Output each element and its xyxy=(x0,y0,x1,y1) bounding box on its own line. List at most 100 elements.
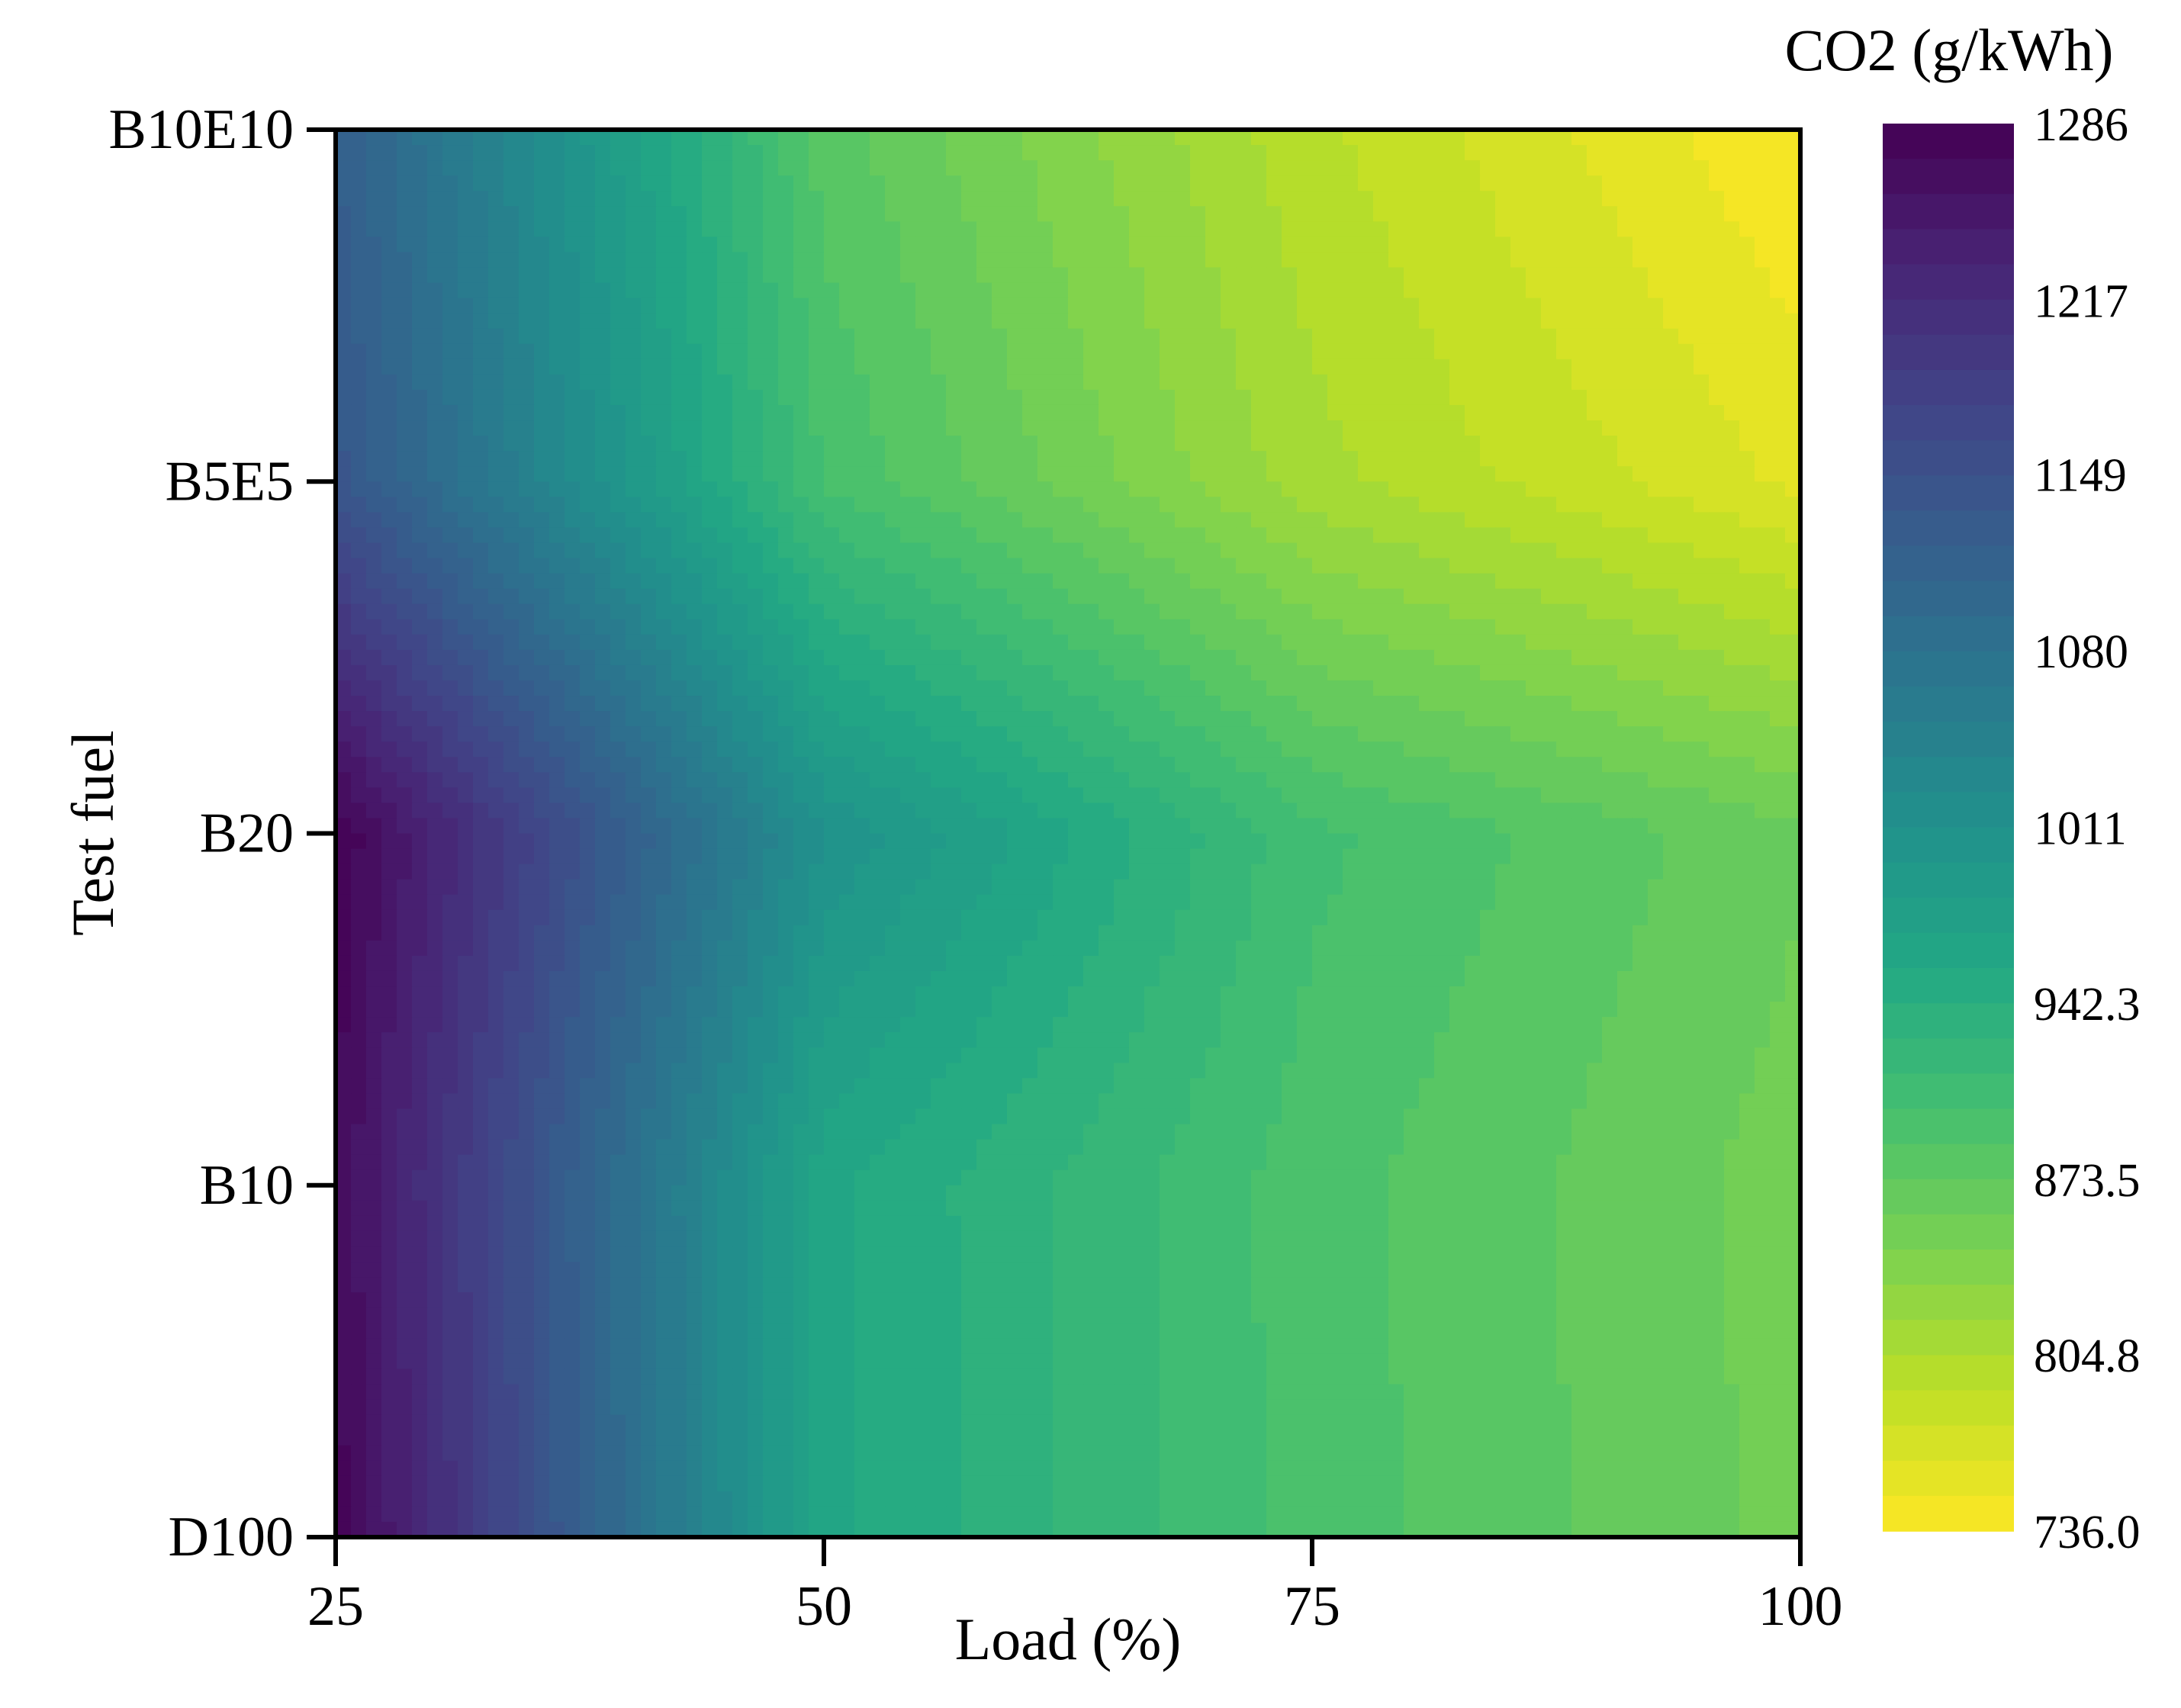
contour-cell xyxy=(1755,374,1771,391)
contour-cell xyxy=(1053,803,1069,819)
contour-cell xyxy=(915,619,931,635)
contour-cell xyxy=(580,282,596,299)
contour-cell xyxy=(1663,282,1679,299)
contour-cell xyxy=(1297,389,1313,406)
contour-cell xyxy=(626,664,642,681)
contour-cell xyxy=(1358,664,1374,681)
contour-cell xyxy=(1190,634,1206,651)
contour-cell xyxy=(381,664,397,681)
contour-cell xyxy=(778,313,794,330)
contour-cell xyxy=(336,711,352,727)
contour-cell xyxy=(412,145,428,161)
contour-cell xyxy=(1388,512,1404,529)
contour-cell xyxy=(1495,741,1511,758)
contour-cell xyxy=(961,573,977,590)
contour-cell xyxy=(900,909,916,926)
contour-cell xyxy=(1633,236,1649,253)
contour-cell xyxy=(503,726,520,742)
contour-cell xyxy=(1739,864,1755,880)
contour-cell xyxy=(1373,542,1389,559)
contour-cell xyxy=(503,818,520,835)
contour-cell xyxy=(1358,573,1374,590)
contour-cell xyxy=(1221,848,1237,865)
contour-cell xyxy=(1678,909,1694,926)
contour-cell xyxy=(961,909,977,926)
contour-cell xyxy=(1343,573,1359,590)
contour-cell xyxy=(458,512,474,529)
contour-cell xyxy=(1709,343,1725,360)
contour-cell xyxy=(900,787,916,804)
contour-cell xyxy=(1053,130,1069,146)
contour-cell xyxy=(473,619,489,635)
contour-cell xyxy=(1449,711,1465,727)
contour-cell xyxy=(366,451,382,467)
contour-cell xyxy=(854,389,870,406)
contour-cell xyxy=(1449,833,1465,850)
contour-cell xyxy=(1602,787,1618,804)
contour-cell xyxy=(397,833,413,850)
contour-cell xyxy=(992,848,1008,865)
contour-cell xyxy=(1648,236,1664,253)
contour-cell xyxy=(1556,436,1572,452)
contour-cell xyxy=(1175,404,1191,421)
contour-cell xyxy=(1007,160,1023,176)
contour-cell xyxy=(1541,879,1557,896)
contour-cell xyxy=(366,803,382,819)
contour-cell xyxy=(549,374,565,391)
contour-cell xyxy=(519,818,535,835)
contour-cell xyxy=(1724,696,1740,712)
contour-cell xyxy=(1663,436,1679,452)
contour-cell xyxy=(1282,680,1298,696)
contour-cell xyxy=(1297,542,1313,559)
contour-cell xyxy=(1037,298,1054,314)
contour-cell xyxy=(1419,818,1435,835)
contour-cell xyxy=(336,298,352,314)
contour-cell xyxy=(1053,389,1069,406)
contour-cell xyxy=(1282,252,1298,269)
contour-cell xyxy=(854,420,870,436)
contour-cell xyxy=(809,328,825,345)
contour-cell xyxy=(717,909,733,926)
contour-cell xyxy=(366,282,382,299)
contour-cell xyxy=(1282,558,1298,574)
contour-cell xyxy=(1251,298,1267,314)
contour-cell xyxy=(870,833,886,850)
contour-cell xyxy=(931,649,947,666)
contour-cell xyxy=(1785,542,1801,559)
contour-cell xyxy=(793,833,809,850)
contour-cell xyxy=(1434,374,1450,391)
contour-cell xyxy=(931,436,947,452)
contour-cell xyxy=(1388,404,1404,421)
contour-cell xyxy=(763,481,779,498)
contour-cell xyxy=(1602,818,1618,835)
contour-cell xyxy=(1053,787,1069,804)
contour-cell xyxy=(1526,757,1542,774)
contour-cell xyxy=(1083,818,1099,835)
contour-cell xyxy=(1633,420,1649,436)
contour-cell xyxy=(534,145,550,161)
contour-cell xyxy=(1251,649,1267,666)
contour-cell xyxy=(748,527,764,544)
contour-cell xyxy=(1099,252,1115,269)
contour-cell xyxy=(763,711,779,727)
contour-cell xyxy=(412,833,428,850)
contour-cell xyxy=(1205,389,1221,406)
contour-cell xyxy=(1541,466,1557,483)
contour-cell xyxy=(1541,603,1557,620)
contour-cell xyxy=(366,603,382,620)
contour-cell xyxy=(1739,374,1755,391)
contour-cell xyxy=(1556,527,1572,544)
contour-cell xyxy=(1190,221,1206,238)
contour-cell xyxy=(1770,252,1786,269)
contour-cell xyxy=(1022,741,1038,758)
contour-cell xyxy=(763,787,779,804)
contour-cell xyxy=(565,252,581,269)
contour-cell xyxy=(1114,313,1130,330)
contour-cell xyxy=(1480,191,1496,207)
contour-cell xyxy=(778,527,794,544)
contour-cell xyxy=(1175,313,1191,330)
contour-cell xyxy=(366,619,382,635)
contour-cell xyxy=(641,236,657,253)
contour-cell xyxy=(1556,389,1572,406)
contour-cell xyxy=(1160,894,1176,911)
